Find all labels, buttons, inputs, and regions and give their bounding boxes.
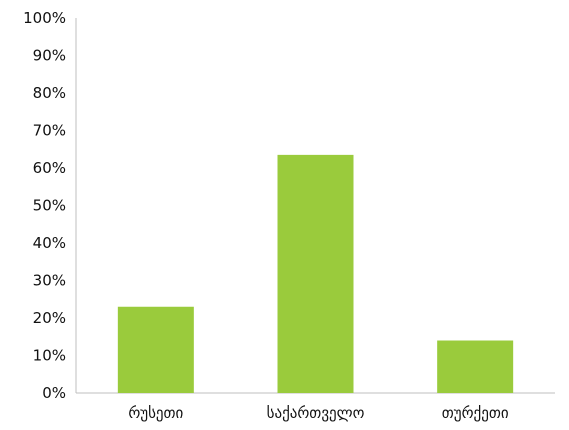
bar-0: [117, 306, 194, 393]
y-tick-label: 40%: [33, 234, 66, 252]
y-tick-label: 100%: [23, 9, 66, 27]
x-category-label: თურქეთი: [442, 404, 509, 422]
y-tick-label: 70%: [33, 122, 66, 140]
y-tick-label: 90%: [33, 47, 66, 65]
x-category-label: საქართველო: [267, 404, 365, 422]
bar-1: [277, 154, 354, 393]
y-tick-label: 50%: [33, 197, 66, 215]
y-tick-label: 10%: [33, 347, 66, 365]
bars-group: [117, 154, 514, 393]
y-tick-label: 80%: [33, 84, 66, 102]
x-category-label: რუსეთი: [128, 404, 183, 422]
y-tick-label: 60%: [33, 159, 66, 177]
bar-2: [437, 340, 514, 393]
x-axis-tick-labels: რუსეთი საქართველო თურქეთი: [128, 404, 509, 422]
y-tick-label: 0%: [42, 384, 66, 402]
y-tick-label: 30%: [33, 272, 66, 290]
y-axis-tick-labels: 0% 10% 20% 30% 40% 50% 60% 70% 80% 90% 100%: [23, 9, 66, 402]
y-tick-label: 20%: [33, 309, 66, 327]
